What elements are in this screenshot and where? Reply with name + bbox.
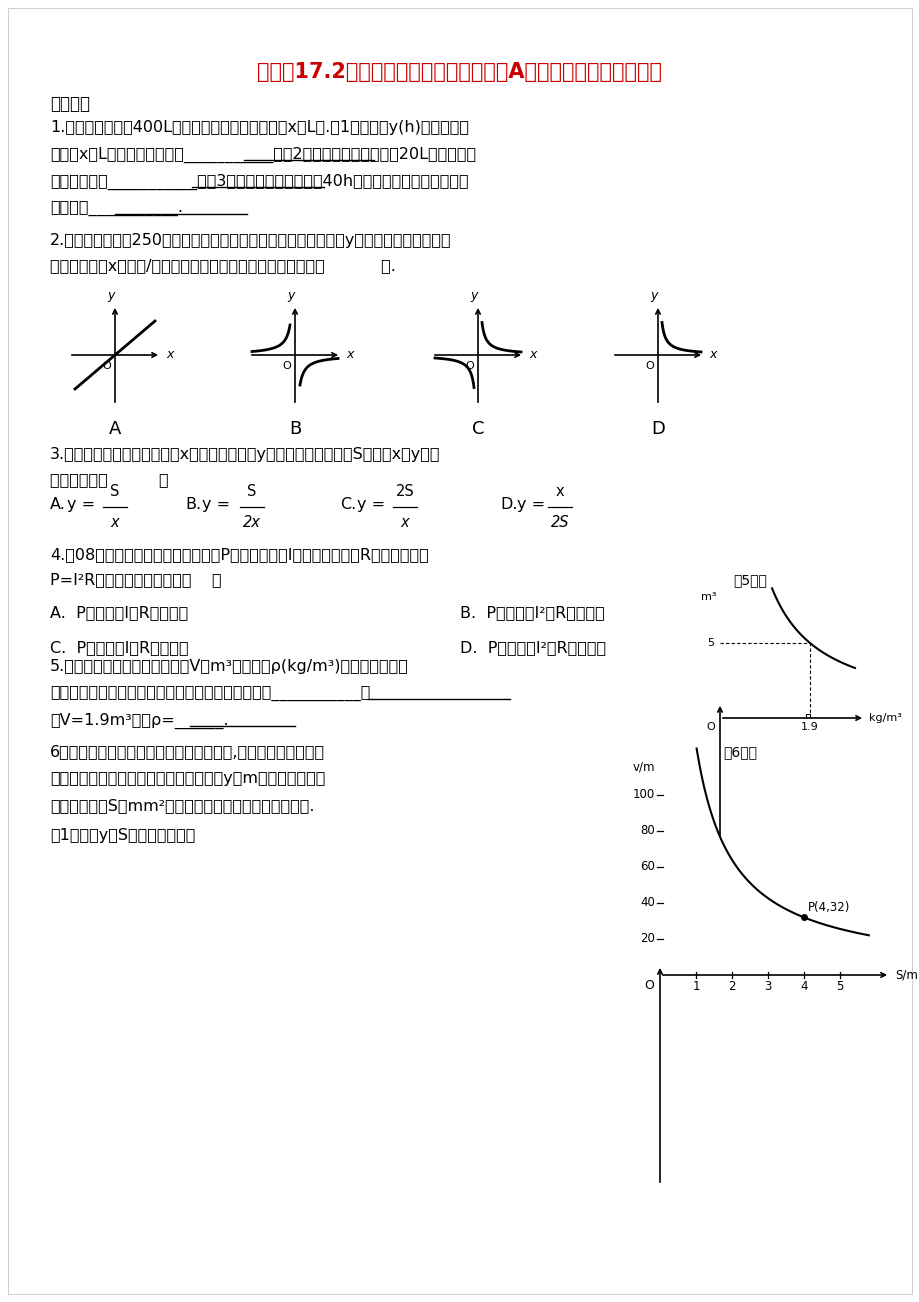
Text: 请你根据图中的已知条件，下出反比例函数的关系式___________，: 请你根据图中的已知条件，下出反比例函数的关系式___________， [50,686,370,702]
Text: y =: y = [516,497,545,512]
Text: O: O [282,361,291,371]
Text: 可用的时间为___________；（3）若要使汽车继续行驶40h不需供油，则每小时用油量: 可用的时间为___________；（3）若要使汽车继续行驶40h不需供油，则每… [50,174,468,190]
Text: 用油量x（L）的函数关系式为___________；（2）若每小时的用油量为20L，则这些油: 用油量x（L）的函数关系式为___________；（2）若每小时的用油量为20… [50,147,476,163]
Text: 2x: 2x [243,516,261,530]
Text: C: C [471,421,483,437]
Text: m³: m³ [701,592,716,602]
Text: 第5题图: 第5题图 [732,573,766,587]
Text: 2S: 2S [550,516,569,530]
Text: 5.一定质量的二氧化碳，其体积V（m³）是密度ρ(kg/m³)的反比例函数，: 5.一定质量的二氧化碳，其体积V（m³）是密度ρ(kg/m³)的反比例函数， [50,659,408,674]
Text: （横截面积）S（mm²）的反比例函数，其图象如图所示.: （横截面积）S（mm²）的反比例函数，其图象如图所示. [50,798,314,812]
Text: O: O [643,979,653,992]
Text: 60: 60 [640,861,654,874]
Text: 第一课时: 第一课时 [50,95,90,113]
Text: B: B [289,421,301,437]
Text: 一定体积的面团做成拉面，面条的总长度y（m）四面条的粗细: 一定体积的面团做成拉面，面条的总长度y（m）四面条的粗细 [50,771,325,786]
Text: kg/m³: kg/m³ [868,713,901,723]
Text: C.  P为定值，I与R成正比例: C. P为定值，I与R成正比例 [50,641,188,655]
Text: 的平均速度为x（千米/小时）的函数，则此函数的图象大致是（           ）.: 的平均速度为x（千米/小时）的函数，则此函数的图象大致是（ ）. [50,258,395,273]
Text: 4.（08佳木斯市）用电器的输出功率P与通过的电流I、用电器的电阻R之间的关系是: 4.（08佳木斯市）用电器的输出功率P与通过的电流I、用电器的电阻R之间的关系是 [50,547,428,562]
Text: x: x [709,349,716,362]
Text: 数关系式为（          ）: 数关系式为（ ） [50,473,168,487]
Text: y =: y = [67,497,95,512]
Text: x: x [401,516,409,530]
Text: 的范围是___________.: 的范围是___________. [50,201,183,216]
Text: x: x [165,349,173,362]
Text: x: x [555,484,563,499]
Text: x: x [528,349,536,362]
Text: 数学：17.2实际问题与反比例函数课时练A（人教新课标八年级下）: 数学：17.2实际问题与反比例函数课时练A（人教新课标八年级下） [257,62,662,82]
Text: S: S [247,484,256,499]
Text: A: A [108,421,121,437]
Text: A.: A. [50,497,66,512]
Text: y: y [470,289,477,302]
Text: O: O [645,361,653,371]
Text: y =: y = [357,497,385,512]
Text: O: O [706,723,714,732]
Text: 3.如果等腰三角形的底边长为x，底边上的高为y，则它的面积为定值S时，则x与y的函: 3.如果等腰三角形的底边长为x，底边上的高为y，则它的面积为定值S时，则x与y的… [50,447,440,462]
Text: 1: 1 [691,980,699,993]
Text: 1.9: 1.9 [800,723,818,732]
Text: 2S: 2S [395,484,414,499]
Text: 当V=1.9m³时，ρ=______.: 当V=1.9m³时，ρ=______. [50,713,229,729]
Text: （1）写出y与S的函数关系式：: （1）写出y与S的函数关系式： [50,828,195,842]
Text: D.  P为定值，I²与R成正比例: D. P为定值，I²与R成正比例 [460,641,606,655]
Text: 4: 4 [800,980,807,993]
Text: v/m: v/m [632,760,654,773]
Text: y: y [108,289,115,302]
Text: 40: 40 [640,897,654,910]
Text: A.  P为定值，I与R成反比例: A. P为定值，I与R成反比例 [50,605,188,620]
Text: 100: 100 [632,789,654,802]
Text: C.: C. [340,497,356,512]
Text: x: x [110,516,119,530]
Text: 5: 5 [835,980,843,993]
Text: 20: 20 [640,932,654,945]
Text: S/mm²: S/mm² [894,969,919,982]
Text: 2: 2 [728,980,735,993]
Text: y: y [650,289,657,302]
Text: y: y [287,289,294,302]
Text: P=I²R，下面说法正确的是（    ）: P=I²R，下面说法正确的是（ ） [50,572,221,587]
Text: B.  P为定值，I²与R成反比例: B. P为定值，I²与R成反比例 [460,605,604,620]
Text: O: O [103,361,111,371]
Text: D: D [651,421,664,437]
Text: 80: 80 [640,824,654,837]
Text: B.: B. [185,497,201,512]
Text: P(4,32): P(4,32) [807,901,849,914]
Text: 3: 3 [764,980,771,993]
Text: 第6题图: 第6题图 [722,745,756,759]
Text: x: x [346,349,353,362]
Text: S: S [110,484,119,499]
Text: y =: y = [202,497,230,512]
Text: 5: 5 [706,638,713,648]
Text: O: O [465,361,474,371]
Text: 1.某种汽车可装油400L，若汽车每小时的用油量为x（L）.（1）用油量y(h)与每小时的: 1.某种汽车可装油400L，若汽车每小时的用油量为x（L）.（1）用油量y(h)… [50,120,469,135]
Text: D.: D. [499,497,517,512]
Text: 2.甲、乙两地相距250千米，如果把汽车从甲地到乙地所用的时间y（小时），表示为汽车: 2.甲、乙两地相距250千米，如果把汽车从甲地到乙地所用的时间y（小时），表示为… [50,233,451,247]
Text: 6你吃过拉面吗？实际上在做拉面的过程中,就渗透着数学知识：: 6你吃过拉面吗？实际上在做拉面的过程中,就渗透着数学知识： [50,743,324,759]
